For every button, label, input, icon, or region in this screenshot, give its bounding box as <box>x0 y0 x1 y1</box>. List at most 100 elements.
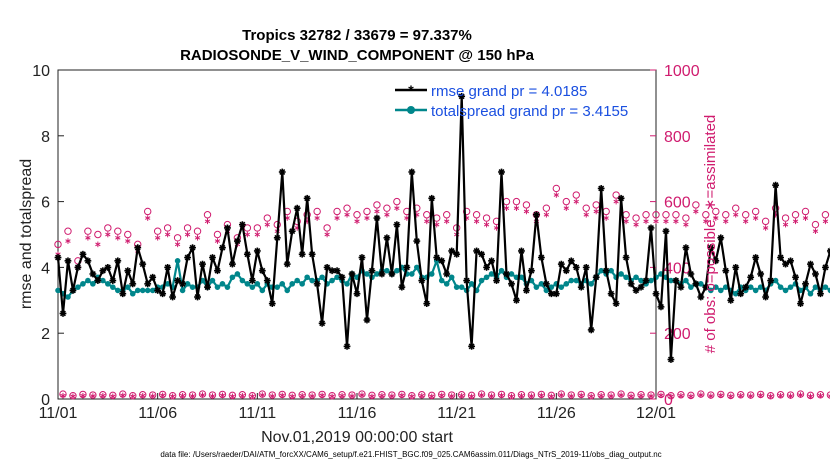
obs-assimilated-point <box>713 215 719 221</box>
rmse-point <box>787 257 794 265</box>
rmse-point <box>807 260 814 268</box>
totalspread-point <box>219 281 226 287</box>
totalspread-point <box>55 287 61 294</box>
rmse-point <box>343 342 351 350</box>
obs-assimilated-point <box>573 198 579 205</box>
totalspread-point <box>538 281 545 287</box>
rmse-point <box>268 300 276 307</box>
totalspread-point <box>239 277 246 284</box>
obs-assimilated-point <box>508 393 515 400</box>
rmse-point <box>199 260 206 268</box>
y-tick-label: 6 <box>41 195 50 212</box>
obs-possible-point <box>114 227 122 235</box>
rmse-point <box>308 250 316 258</box>
legend-spread-marker <box>407 106 415 114</box>
obs-assimilated-point <box>752 215 759 221</box>
totalspread-point <box>488 271 495 277</box>
totalspread-point <box>174 258 181 264</box>
rmse-point <box>537 254 545 261</box>
rmse-point <box>817 290 824 298</box>
totalspread-point <box>478 277 485 284</box>
rmse-point <box>742 283 750 291</box>
totalspread-point <box>498 267 505 274</box>
rmse-point <box>418 277 426 284</box>
totalspread-point <box>458 284 465 290</box>
totalspread-point <box>214 284 221 290</box>
rmse-point <box>702 283 710 291</box>
obs-possible-point <box>682 214 690 222</box>
rmse-point <box>154 287 162 294</box>
totalspread-point <box>90 281 96 287</box>
obs-possible-point <box>801 207 810 216</box>
rmse-point <box>692 280 700 288</box>
obs-possible-point <box>213 230 222 239</box>
chart-title-line2: RADIOSONDE_V_WIND_COMPONENT @ 150 hPa <box>180 47 535 64</box>
rmse-point <box>642 277 650 284</box>
obs-assimilated-point <box>115 234 121 241</box>
chart-title-line1: Tropics 32782 / 33679 = 97.337% <box>242 27 472 44</box>
obs-possible-point <box>821 211 830 219</box>
obs-assimilated-point <box>314 215 320 221</box>
rmse-point <box>229 260 236 268</box>
rmse-point <box>378 270 386 278</box>
totalspread-point <box>533 284 540 290</box>
totalspread-point <box>319 274 325 281</box>
rmse-point <box>164 264 172 271</box>
obs-assimilated-point <box>822 218 829 225</box>
rmse-point <box>293 204 301 212</box>
rmse-point <box>557 260 565 268</box>
y-tick-label: 0 <box>41 392 50 409</box>
totalspread-point <box>334 274 340 281</box>
obs-possible-point <box>722 211 730 219</box>
obs-possible-point <box>443 211 451 219</box>
obs-assimilated-point <box>797 392 804 398</box>
obs-possible-point <box>173 234 182 242</box>
rmse-point <box>493 277 500 284</box>
obs-assimilated-point <box>683 221 689 228</box>
obs-assimilated-point <box>733 211 739 218</box>
obs-assimilated-point <box>723 218 729 225</box>
obs-assimilated-point <box>802 215 809 221</box>
obs-assimilated-point <box>424 218 430 225</box>
rmse-point <box>533 211 540 219</box>
y-axis-label: rmse and totalspread <box>18 159 35 309</box>
y-right-tick-label: 200 <box>664 326 691 343</box>
obs-possible-point <box>632 214 640 222</box>
obs-assimilated-point <box>498 392 505 399</box>
totalspread-point <box>698 281 704 287</box>
obs-assimilated-point <box>419 392 425 399</box>
rmse-point <box>752 254 760 261</box>
rmse-point <box>234 237 241 245</box>
rmse-point <box>278 168 286 176</box>
rmse-point <box>662 227 670 235</box>
obs-possible-point <box>712 207 720 216</box>
y-right-tick-label: 800 <box>664 129 691 146</box>
obs-assimilated-point <box>214 238 221 244</box>
obs-assimilated-point <box>588 393 594 400</box>
totalspread-point <box>638 277 644 284</box>
rmse-point <box>792 273 799 281</box>
obs-possible-point <box>811 220 820 229</box>
obs-possible-point <box>472 211 481 219</box>
rmse-point <box>458 92 466 100</box>
obs-assimilated-point <box>513 205 520 211</box>
rmse-point <box>338 273 346 281</box>
y-tick-label: 8 <box>41 129 50 146</box>
rmse-point <box>94 277 102 284</box>
obs-assimilated-point <box>787 393 794 399</box>
obs-assimilated-point <box>633 221 639 228</box>
rmse-point <box>263 277 271 284</box>
obs-assimilated-point <box>718 392 724 399</box>
rmse-point <box>617 194 625 202</box>
rmse-point <box>652 290 660 298</box>
obs-possible-point <box>692 201 700 209</box>
obs-assimilated-point <box>344 211 350 218</box>
totalspread-point <box>508 271 515 277</box>
rmse-point <box>667 356 675 363</box>
obs-possible-point <box>303 211 311 219</box>
rmse-point <box>119 290 127 298</box>
obs-assimilated-point <box>130 393 136 400</box>
obs-possible-point <box>363 207 371 216</box>
rmse-point <box>189 244 196 252</box>
obs-possible-point <box>153 227 162 235</box>
